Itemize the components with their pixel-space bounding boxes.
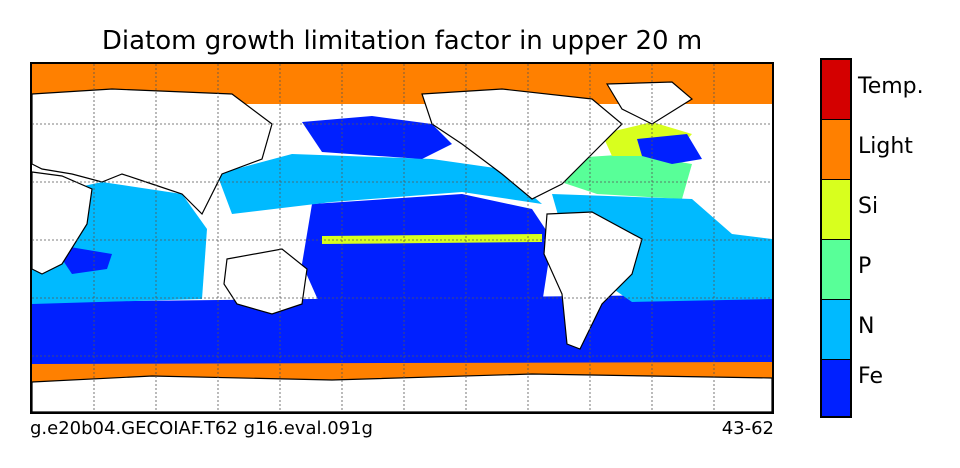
colorbar-segment-p: [822, 240, 850, 300]
north-atlantic-fe-region: [637, 134, 702, 164]
africa-landmass: [32, 171, 93, 275]
colorbar-label-p: P: [858, 254, 872, 279]
colorbar-segment-temp: [822, 60, 850, 120]
antarctica-landmass: [32, 373, 772, 412]
south-america-landmass: [543, 211, 643, 350]
colorbar: [820, 58, 852, 418]
north-pacific-fe-region: [302, 116, 452, 159]
equatorial-si-band: [322, 234, 542, 244]
australia-landmass: [223, 248, 308, 315]
colorbar-label-light: Light: [858, 134, 913, 159]
map-gridlines: [32, 64, 772, 412]
colorbar-label-fe: Fe: [858, 364, 883, 389]
colorbar-label-temp: Temp.: [858, 74, 924, 99]
colorbar-segment-si: [822, 180, 850, 240]
year-range: 43-62: [721, 418, 774, 439]
run-identifier: g.e20b04.GECOIAF.T62 g16.eval.091g: [30, 418, 373, 439]
colorbar-segment-fe: [822, 360, 850, 416]
colorbar-segment-light: [822, 120, 850, 180]
pacific-fe-region: [302, 194, 552, 309]
greenland-landmass: [605, 81, 694, 125]
north-atlantic-p-region: [552, 154, 692, 199]
plot-title: Diatom growth limitation factor in upper…: [101, 26, 703, 56]
north-america-landmass: [421, 88, 623, 200]
asia-landmass: [32, 88, 273, 216]
land-masses: [32, 81, 772, 412]
global-ocean-map: [30, 62, 774, 414]
north-pacific-n-band: [217, 154, 542, 214]
colorbar-segment-n: [822, 300, 850, 360]
colorbar-label-si: Si: [858, 194, 879, 219]
colorbar-label-n: N: [858, 314, 875, 339]
